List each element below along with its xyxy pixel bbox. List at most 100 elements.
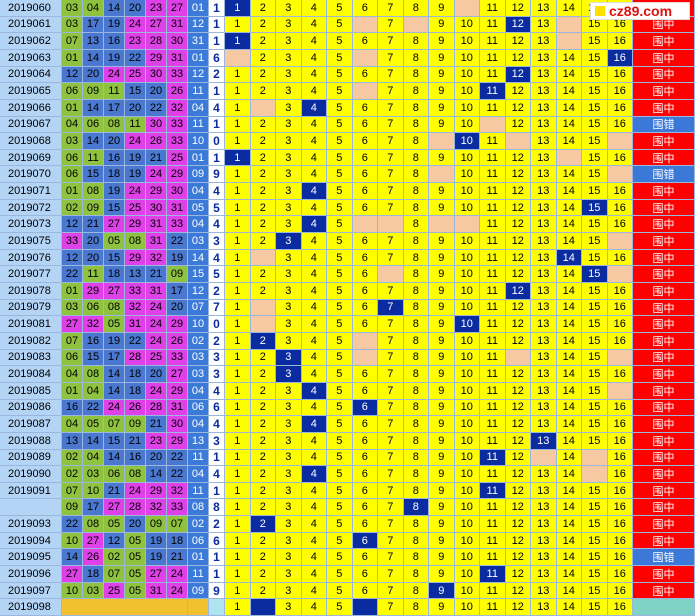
- number-cell: 5: [327, 199, 353, 217]
- number-cell: 3: [276, 432, 302, 450]
- number-cell: 7: [378, 199, 404, 217]
- result: 围中: [633, 366, 695, 383]
- number-cell: 10: [454, 532, 480, 550]
- number-cell: 15: [582, 149, 608, 167]
- red-ball: 31: [167, 16, 188, 34]
- number-cell: 6: [352, 582, 378, 600]
- marked-cell: [250, 599, 276, 616]
- number-cell: 6: [352, 366, 378, 383]
- number-cell: 3: [276, 66, 302, 84]
- period: 2019086: [0, 399, 62, 417]
- red-ball: 19: [146, 549, 167, 567]
- number-cell: 4: [301, 249, 327, 267]
- red-ball: 09: [167, 266, 188, 284]
- number-cell: 13: [531, 466, 557, 483]
- number-cell: 9: [429, 233, 455, 250]
- number-cell: 3: [276, 83, 302, 100]
- period: 2019093: [0, 516, 62, 533]
- number-cell: 15: [582, 432, 608, 450]
- red-ball: 16: [104, 33, 125, 50]
- number-cell: 10: [454, 249, 480, 267]
- digit: 1: [209, 482, 225, 500]
- red-ball: 30: [146, 199, 167, 217]
- blue-ball: 14: [188, 249, 209, 267]
- number-cell: 9: [429, 183, 455, 200]
- red-ball: 16: [125, 449, 146, 467]
- number-cell: 13: [531, 133, 557, 150]
- number-cell: 2: [250, 116, 276, 134]
- red-ball: 22: [167, 233, 188, 250]
- red-ball: 22: [167, 466, 188, 483]
- number-cell: 14: [556, 582, 582, 600]
- number-cell: 7: [378, 249, 404, 267]
- blue-ball: 04: [188, 466, 209, 483]
- number-cell: 13: [531, 316, 557, 333]
- period: 2019061: [0, 16, 62, 34]
- number-cell: 11: [480, 466, 506, 483]
- red-ball: 13: [62, 432, 83, 450]
- period: 2019071: [0, 183, 62, 200]
- number-cell: 12: [505, 499, 531, 517]
- period: 2019069: [0, 149, 62, 167]
- result: 围中: [633, 249, 695, 267]
- red-ball: 24: [146, 299, 167, 317]
- number-cell: 3: [276, 332, 302, 350]
- red-ball: 31: [167, 399, 188, 417]
- number-cell: 1: [225, 66, 251, 84]
- blue-ball: 10: [188, 316, 209, 333]
- number-cell: 8: [403, 99, 429, 117]
- red-ball: 02: [62, 449, 83, 467]
- red-ball: 28: [125, 349, 146, 367]
- hit-cell: 15: [582, 266, 608, 284]
- hit-cell: 3: [276, 233, 302, 250]
- number-cell: 15: [582, 16, 608, 34]
- red-ball: 14: [83, 99, 104, 117]
- number-cell: 15: [582, 183, 608, 200]
- number-cell: 16: [607, 366, 633, 383]
- number-cell: 3: [276, 183, 302, 200]
- number-cell: 1: [225, 183, 251, 200]
- number-cell: 6: [352, 199, 378, 217]
- red-ball: 31: [146, 283, 167, 300]
- number-cell: 4: [301, 49, 327, 67]
- number-cell: 5: [327, 183, 353, 200]
- period: 2019081: [0, 316, 62, 333]
- red-ball: 27: [104, 283, 125, 300]
- red-ball: 14: [104, 382, 125, 400]
- number-cell: 2: [250, 349, 276, 367]
- red-ball: 14: [83, 49, 104, 67]
- result: 围中: [633, 466, 695, 483]
- number-cell: 15: [582, 299, 608, 317]
- red-ball: 24: [104, 399, 125, 417]
- number-cell: [352, 216, 378, 234]
- number-cell: 7: [378, 566, 404, 583]
- number-cell: 8: [403, 516, 429, 533]
- number-cell: 10: [454, 116, 480, 134]
- number-cell: 5: [327, 466, 353, 483]
- result: 围中: [633, 83, 695, 100]
- number-cell: [531, 449, 557, 467]
- number-cell: 13: [531, 199, 557, 217]
- number-cell: 9: [429, 116, 455, 134]
- red-ball: 26: [83, 549, 104, 567]
- number-cell: 5: [327, 366, 353, 383]
- number-cell: 15: [582, 66, 608, 84]
- number-cell: 10: [454, 33, 480, 50]
- red-ball: 27: [83, 532, 104, 550]
- blue-ball: 12: [188, 283, 209, 300]
- number-cell: 9: [429, 566, 455, 583]
- number-cell: 2: [250, 16, 276, 34]
- period: 2019085: [0, 382, 62, 400]
- number-cell: 12: [505, 482, 531, 500]
- hit-cell: 6: [352, 399, 378, 417]
- red-ball: 25: [167, 149, 188, 167]
- red-ball: 24: [125, 183, 146, 200]
- result: 围中: [633, 582, 695, 600]
- hit-cell: 14: [556, 249, 582, 267]
- blue-ball: 03: [188, 366, 209, 383]
- number-cell: 7: [378, 283, 404, 300]
- period: 2019070: [0, 166, 62, 184]
- red-ball: 22: [167, 449, 188, 467]
- red-ball: 26: [125, 399, 146, 417]
- red-ball: 01: [62, 382, 83, 400]
